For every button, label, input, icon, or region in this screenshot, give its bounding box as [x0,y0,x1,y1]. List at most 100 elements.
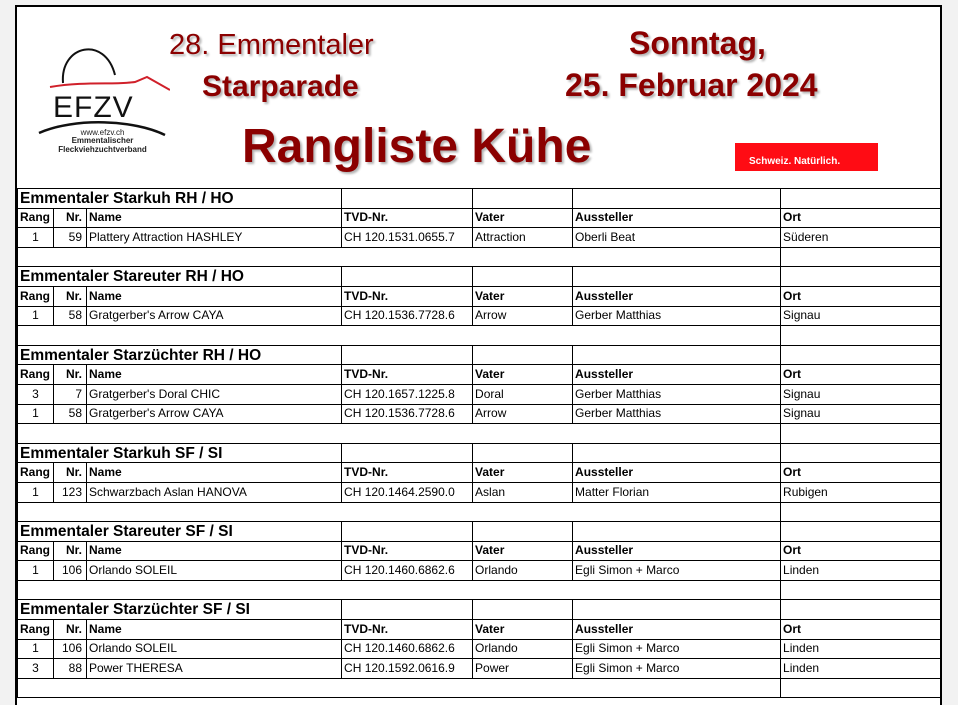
column-header: Rang [17,364,54,385]
column-header: Rang [17,462,54,483]
table-cell: 106 [53,560,87,581]
table-cell: 58 [53,305,87,327]
column-header: TVD-Nr. [341,207,474,229]
column-header: TVD-Nr. [341,462,474,483]
column-header: Ort [780,462,942,483]
column-header: Rang [17,207,54,229]
column-header: Nr. [53,540,87,562]
table-cell: CH 120.1536.7728.6 [341,305,474,327]
table-cell: Schwarzbach Aslan HANOVA [85,481,343,503]
table-cell: Signau [780,403,942,425]
table-cell: Gratgerber's Doral CHIC [85,383,343,405]
section-title: Emmentaler Starkuh RH / HO [16,188,343,209]
table-cell: Doral [472,383,574,405]
table-cell: Orlando [472,560,574,581]
table-cell: Arrow [472,403,574,425]
section-title-row: Emmentaler Stareuter SF / SI [16,521,942,542]
column-header: Nr. [53,619,87,640]
table-cell: CH 120.1657.1225.8 [341,383,474,405]
table-cell: Power [472,658,574,679]
table-cell: Egli Simon + Marco [572,658,782,679]
spacer-row [16,677,942,699]
column-header-row: Rang Nr. Name TVD-Nr. Vater Aussteller Ort [17,462,942,483]
column-header-row: Rang Nr. Name TVD-Nr. Vater Aussteller Ort [17,285,942,307]
table-row: 1 59 Plattery Attraction HASHLEY CH 120.153… [17,227,942,248]
section-title: Emmentaler Stareuter SF / SI [16,521,343,542]
section-title-row: Emmentaler Stareuter RH / HO [16,266,942,287]
table-row: 1 58 Gratgerber's Arrow CAYA CH 120.1536.77… [17,403,942,425]
column-header: Nr. [53,462,87,483]
column-header: Aussteller [572,540,782,562]
table-cell: 58 [53,403,87,425]
table-row: 1 58 Gratgerber's Arrow CAYA CH 120.1536.77… [17,305,942,327]
event-edition: 28. Emmentaler [169,29,374,61]
table-cell: 3 [17,658,54,679]
table-cell: Süderen [780,227,942,248]
column-header-row: Rang Nr. Name TVD-Nr. Vater Aussteller Ort [17,364,942,385]
table-cell: Linden [780,560,942,581]
table-cell: 1 [17,227,54,248]
table-cell: Aslan [472,481,574,503]
table-cell: 1 [17,481,54,503]
column-header: TVD-Nr. [341,619,474,640]
column-header: Ort [780,619,942,640]
column-header: Name [85,462,343,483]
table-cell: Linden [780,638,942,660]
table-cell: 7 [53,383,87,405]
logo-graphic [38,48,170,137]
table-cell: Plattery Attraction HASHLEY [85,227,343,248]
table-cell: CH 120.1460.6862.6 [341,560,474,581]
section-title: Emmentaler Starzüchter RH / HO [16,344,343,366]
spacer-row [16,246,942,268]
table-row: 3 88 Power THERESA CH 120.1592.0616.9 Power E… [17,658,942,679]
table-cell: 1 [17,638,54,660]
table-cell: 106 [53,638,87,660]
section-title: Emmentaler Starzüchter SF / SI [16,599,343,621]
column-header: Ort [780,207,942,229]
section-title: Emmentaler Starkuh SF / SI [16,442,343,464]
table-cell: CH 120.1536.7728.6 [341,403,474,425]
table-cell: Arrow [472,305,574,327]
column-header: Aussteller [572,364,782,385]
table-cell: Linden [780,658,942,679]
table-cell: Gratgerber's Arrow CAYA [85,305,343,327]
column-header: Vater [472,364,574,385]
column-header-row: Rang Nr. Name TVD-Nr. Vater Aussteller Ort [17,207,942,229]
section-title-row: Emmentaler Starzüchter RH / HO [16,344,942,366]
column-header: Rang [17,619,54,640]
column-header: Name [85,207,343,229]
results-table: Emmentaler Starkuh RH / HO Rang Nr. Name TVD… [16,188,942,699]
table-cell: Power THERESA [85,658,343,679]
table-cell: Gerber Matthias [572,403,782,425]
table-cell: Rubigen [780,481,942,503]
table-cell: CH 120.1460.6862.6 [341,638,474,660]
table-row: 1 106 Orlando SOLEIL CH 120.1460.6862.6 Orla… [17,638,942,660]
event-day: Sonntag, [629,25,766,61]
section-title-row: Emmentaler Starkuh RH / HO [16,188,942,209]
section-title: Emmentaler Stareuter RH / HO [16,266,343,287]
column-header: Name [85,364,343,385]
spacer-row [16,325,942,346]
spacer-row [16,423,942,444]
column-header: Name [85,619,343,640]
column-header: Name [85,285,343,307]
page-title: Rangliste Kühe [242,120,592,173]
column-header: TVD-Nr. [341,364,474,385]
column-header: Vater [472,207,574,229]
table-cell: Egli Simon + Marco [572,560,782,581]
column-header: Aussteller [572,207,782,229]
column-header: Rang [17,285,54,307]
table-cell: Oberli Beat [572,227,782,248]
table-cell: 1 [17,560,54,581]
table-cell: Gerber Matthias [572,383,782,405]
column-header: Aussteller [572,462,782,483]
spacer-row [16,579,942,601]
column-header: Rang [17,540,54,562]
table-cell: 1 [17,305,54,327]
column-header: Vater [472,540,574,562]
table-cell: Gratgerber's Arrow CAYA [85,403,343,425]
event-name: Starparade [202,70,359,103]
event-date: 25. Februar 2024 [565,67,818,103]
column-header-row: Rang Nr. Name TVD-Nr. Vater Aussteller Ort [17,540,942,562]
table-row: 3 7 Gratgerber's Doral CHIC CH 120.1657.122… [17,383,942,405]
